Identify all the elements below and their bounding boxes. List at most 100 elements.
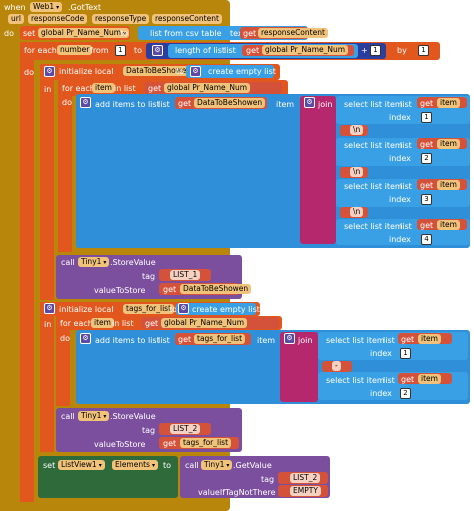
- empty-text[interactable]: EMPTY: [290, 486, 321, 496]
- list-label-r4: list: [400, 222, 412, 231]
- index-value-r1[interactable]: 1: [421, 112, 432, 123]
- tags-for-list-pill[interactable]: tags_for_list: [194, 334, 246, 344]
- select-label-5: select list item: [326, 336, 385, 345]
- get-label-r4: get: [420, 221, 434, 230]
- item-pill-r3[interactable]: item: [437, 180, 460, 190]
- do-label: do: [4, 29, 14, 38]
- select-label-6: select list item: [326, 376, 385, 385]
- in-label-2: in: [44, 320, 52, 329]
- do-label-2: do: [24, 68, 34, 77]
- call-label-2: call: [61, 412, 75, 421]
- param-responsetype[interactable]: responseType: [92, 14, 150, 24]
- from-label: from: [90, 46, 109, 55]
- item-pill-r4[interactable]: item: [437, 220, 460, 230]
- newline-text-2[interactable]: \n: [350, 167, 364, 177]
- list-label-r5: list: [383, 336, 395, 345]
- length-of-list-label: length of list: [175, 46, 226, 55]
- item-label-2: item: [257, 336, 276, 345]
- init-local-label-2: initialize local: [59, 305, 114, 314]
- item-var-pill-2[interactable]: item: [91, 318, 114, 328]
- get-label: get: [243, 29, 257, 38]
- gear-icon[interactable]: ⚙: [44, 66, 55, 77]
- list-label-2: list: [158, 100, 170, 109]
- list-from-csv-label: list from csv table: [150, 29, 222, 38]
- param-responsecontent[interactable]: responseContent: [152, 14, 222, 24]
- foreach-number-body: [20, 42, 34, 502]
- item-var-pill[interactable]: item: [92, 83, 115, 93]
- tiny1-pill-2[interactable]: Tiny1 ▾: [78, 411, 110, 421]
- list2-text-2[interactable]: LIST_2: [290, 473, 321, 483]
- tags-for-list-pill-2[interactable]: tags_for_list: [180, 438, 232, 448]
- gear-icon[interactable]: ⚙: [80, 97, 91, 108]
- gear-icon[interactable]: ⚙: [80, 333, 91, 344]
- create-empty-list-label: create empty list: [208, 67, 276, 76]
- list2-text[interactable]: LIST_2: [170, 424, 201, 434]
- set-label: set: [23, 29, 36, 38]
- responsecontent-pill[interactable]: responseContent: [258, 28, 328, 38]
- global-pill[interactable]: global Pr_Name_Num: [262, 45, 349, 55]
- get-label-r1: get: [420, 99, 434, 108]
- item-pill-r1[interactable]: item: [437, 98, 460, 108]
- dash-text[interactable]: -: [332, 361, 341, 371]
- datatobeshowen-pill-2[interactable]: DataToBeShowen: [180, 284, 252, 294]
- item-pill-r6[interactable]: item: [418, 374, 441, 384]
- elements-pill[interactable]: Elements ▾: [112, 460, 158, 470]
- chevron-down-icon: ▾: [98, 462, 102, 469]
- tag-label: tag: [142, 272, 156, 281]
- index-value-r4[interactable]: 4: [421, 234, 432, 245]
- init-local-1-body: [40, 64, 54, 300]
- item-pill-r5[interactable]: item: [418, 334, 441, 344]
- in-list-label: in list: [114, 84, 136, 93]
- from-value[interactable]: 1: [115, 45, 126, 56]
- text-label: text: [230, 29, 246, 38]
- event-body-frame: [0, 0, 8, 511]
- gear-icon[interactable]: ⚙: [152, 45, 163, 56]
- foreach-item-label: for each: [62, 84, 95, 93]
- create-empty-list-block[interactable]: [186, 65, 274, 78]
- newline-text-1[interactable]: \n: [350, 125, 364, 135]
- valueiftagnotthere-label: valueIfTagNotThere: [198, 488, 276, 497]
- select-label-3: select list item: [344, 182, 403, 191]
- newline-text-3[interactable]: \n: [350, 207, 364, 217]
- plus-label: +: [361, 46, 368, 55]
- index-value-r6[interactable]: 2: [400, 388, 411, 399]
- global-pill-3[interactable]: global Pr_Name_Num: [161, 318, 248, 328]
- tiny1-pill[interactable]: Tiny1 ▾: [78, 257, 110, 267]
- number-var-pill[interactable]: number: [57, 45, 93, 55]
- plus-value[interactable]: 1: [370, 45, 381, 56]
- chevron-down-icon: ▾: [103, 259, 107, 266]
- create-empty-list-block-2[interactable]: [176, 303, 256, 315]
- to-label-3: to: [176, 67, 185, 76]
- datatobeshowen-pill[interactable]: DataToBeShowen: [194, 98, 266, 108]
- get-label-r6: get: [401, 375, 415, 384]
- datatobeshowen-var-pill[interactable]: DataToBeShowen: [123, 66, 195, 76]
- gear-icon[interactable]: ⚙: [284, 333, 295, 344]
- param-url[interactable]: url: [8, 14, 24, 24]
- item-pill-r2[interactable]: item: [437, 139, 460, 149]
- list-label: list: [224, 46, 236, 55]
- gear-icon[interactable]: ⚙: [304, 97, 315, 108]
- by-value[interactable]: 1: [418, 45, 429, 56]
- global-pill-2[interactable]: global Pr_Name_Num: [164, 83, 251, 93]
- component-web1[interactable]: Web1 ▾: [30, 2, 63, 12]
- index-value-r5[interactable]: 1: [400, 348, 411, 359]
- listview1-pill[interactable]: ListView1 ▾: [58, 460, 105, 470]
- gear-icon[interactable]: ⚙: [44, 303, 55, 314]
- chevron-down-icon: ▾: [151, 462, 155, 469]
- tiny1-pill-3[interactable]: Tiny1 ▾: [201, 460, 233, 470]
- index-label-r5: index: [370, 349, 392, 358]
- param-responsecode[interactable]: responseCode: [28, 14, 88, 24]
- valuetostore-label-2: valueToStore: [94, 440, 146, 449]
- list1-text[interactable]: LIST_1: [170, 270, 201, 280]
- tags-for-list-var-pill[interactable]: tags_for_list: [123, 304, 175, 314]
- index-value-r3[interactable]: 3: [421, 194, 432, 205]
- gear-icon[interactable]: ⚙: [178, 303, 189, 314]
- select-label-2: select list item: [344, 141, 403, 150]
- join-block-1[interactable]: [300, 96, 336, 244]
- global-var-pill[interactable]: global Pr_Name_Num ▾: [38, 28, 130, 38]
- foreach-item-2-body: [56, 316, 70, 406]
- store-value-label-2: .StoreValue: [110, 412, 156, 421]
- index-value-r2[interactable]: 2: [421, 153, 432, 164]
- gear-icon[interactable]: ⚙: [190, 66, 201, 77]
- foreach-item-label-2: for each: [60, 319, 93, 328]
